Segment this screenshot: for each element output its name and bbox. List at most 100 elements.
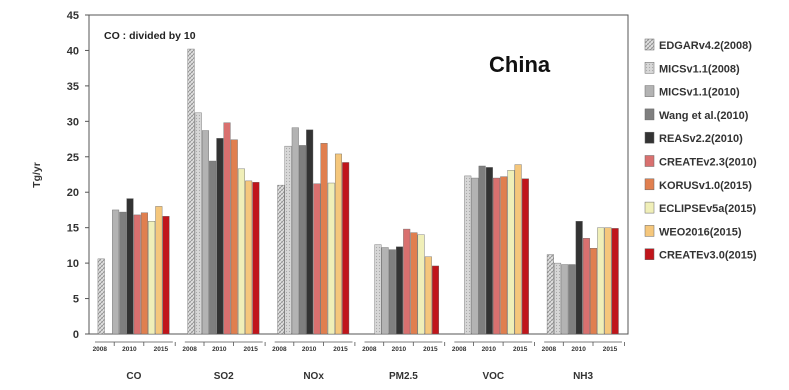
bar [245,180,253,335]
legend-swatch [644,248,655,260]
bar [546,254,554,335]
y-tick-label: 5 [73,294,79,306]
bar [410,232,418,335]
category-label: PM2.5 [389,371,418,382]
legend-swatch [644,62,655,74]
category-label: SO2 [214,371,234,382]
x-axis: 2008 2010 2015 CO 2008 2010 2015 SO2 2008 2010 201… [93,341,625,382]
y-tick-label: 10 [67,258,79,270]
y-tick-label: 0 [73,329,79,341]
legend-label: CREATEv2.3(2010) [659,157,757,169]
legend-label: MICSv1.1(2008) [659,63,740,75]
bar [424,256,432,335]
bar [417,234,425,335]
bar [464,175,472,335]
region-label: China [489,52,551,77]
year-tick-label: 2008 [542,346,557,353]
year-tick-label: 2010 [482,346,497,353]
year-tick-label: 2010 [571,346,586,353]
y-tick-label: 45 [67,10,79,22]
category-label: CO [126,371,141,382]
year-tick-label: 2010 [302,346,317,353]
ylabel: Tg/yr [31,162,43,188]
bar [209,160,217,335]
bar [561,264,569,335]
bar [298,145,306,335]
year-tick-label: 2010 [122,346,137,353]
year-tick-label: 2015 [423,346,438,353]
bar [291,127,299,335]
legend-label: Wang et al.(2010) [659,110,749,122]
bar [237,168,245,335]
annotation-note: CO : divided by 10 [104,30,196,42]
year-tick-label: 2015 [333,346,348,353]
bar [119,211,127,335]
bar [374,244,382,335]
bar [194,112,202,335]
bar [514,164,522,335]
legend: EDGARv4.2(2008) MICSv1.1(2008) MICSv1.1(20… [644,38,757,262]
legend-label: ECLIPSEv5a(2015) [659,203,757,215]
year-tick-label: 2008 [272,346,287,353]
legend-swatch [644,155,655,167]
bar [155,206,163,335]
year-tick-label: 2015 [603,346,618,353]
legend-swatch [644,85,655,97]
y-tick-label: 20 [67,187,79,199]
category-label: VOC [482,371,504,382]
y-tick-label: 25 [67,152,79,164]
bar [554,262,562,335]
bar [306,129,314,335]
bar [500,176,508,335]
bar [277,184,285,335]
legend-label: WEO2016(2015) [659,226,742,238]
legend-label: MICSv1.1(2010) [659,87,740,99]
y-tick-label: 40 [67,45,79,57]
bars-layer [97,48,619,335]
bar [140,212,148,335]
bar [187,48,195,335]
bar [521,178,529,335]
bar [97,258,105,335]
bar [162,216,170,335]
bar [568,264,576,335]
bar [284,145,292,335]
bar [201,130,209,335]
bar [604,227,612,335]
bar [230,139,238,335]
category-label: NH3 [573,371,593,382]
bar [471,177,479,335]
bar [485,167,493,335]
year-tick-label: 2008 [182,346,197,353]
y-axis: 0 5 10 15 20 25 30 35 40 45 [67,10,89,341]
year-tick-label: 2010 [212,346,227,353]
bar [493,177,501,335]
bar [216,138,224,335]
legend-label: REASv2.2(2010) [659,133,743,145]
year-tick-label: 2015 [513,346,528,353]
legend-swatch [644,108,655,121]
category-label: NOx [303,371,324,382]
bar [381,247,389,335]
bar [388,249,396,335]
year-tick-label: 2008 [362,346,377,353]
bar [313,183,321,335]
bar [507,170,515,335]
bar [126,198,134,335]
bar [396,246,404,335]
y-tick-label: 30 [67,116,79,128]
legend-swatch [644,201,655,214]
bar [133,214,141,335]
bar [223,122,231,335]
bar [342,162,350,335]
bar [590,248,598,335]
legend-label: EDGARv4.2(2008) [659,40,752,52]
year-tick-label: 2015 [154,346,169,353]
year-tick-label: 2008 [452,346,467,353]
legend-label: KORUSv1.0(2015) [659,180,752,192]
plot-frame [88,14,629,335]
year-tick-label: 2015 [243,346,258,353]
year-tick-label: 2008 [93,346,108,353]
bar [327,182,335,335]
legend-swatch [644,38,655,51]
